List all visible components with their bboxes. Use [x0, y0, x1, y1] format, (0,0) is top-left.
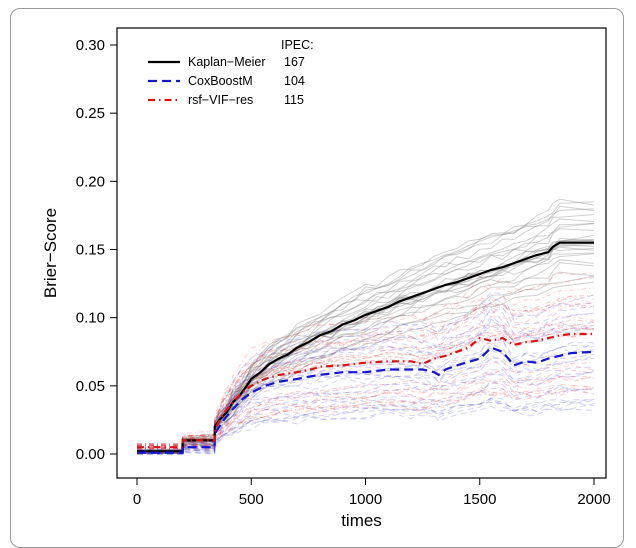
background-curve — [137, 271, 595, 454]
background-curve — [137, 325, 595, 453]
background-curve — [137, 297, 595, 446]
background-curve — [137, 305, 595, 445]
y-tick-label: 0.30 — [76, 37, 105, 54]
background-curve — [137, 376, 595, 451]
y-tick-label: 0.20 — [76, 173, 105, 190]
legend-ipec-value: 115 — [284, 93, 304, 107]
background-curve — [137, 397, 595, 455]
background-curve — [137, 355, 595, 453]
background-curve — [137, 259, 595, 452]
background-curve — [137, 291, 595, 451]
background-curve — [137, 308, 595, 453]
legend-label: Kaplan−Meier — [188, 55, 265, 69]
background-curve — [137, 281, 595, 454]
background-curve — [137, 357, 595, 451]
background-curve — [137, 223, 595, 452]
background-curve — [137, 399, 595, 452]
background-curve — [137, 287, 595, 447]
y-tick-label: 0.15 — [76, 242, 105, 259]
series-line-0 — [137, 241, 594, 453]
background-curve — [137, 253, 595, 454]
background-curve — [137, 201, 595, 451]
background-curve — [137, 277, 595, 446]
background-curve — [137, 387, 595, 453]
background-curve — [137, 295, 595, 446]
series-line-1 — [137, 346, 595, 454]
y-tick-label: 0.25 — [76, 105, 105, 122]
background-curve — [137, 364, 595, 449]
background-curve — [137, 321, 595, 448]
background-curve — [137, 208, 595, 453]
background-curve — [137, 242, 595, 454]
background-curve — [137, 333, 595, 448]
background-curve — [137, 347, 595, 452]
brier-score-chart: 0 500 1000 1500 2000 0.00 0.05 0.10 0.15 0.20 0.2… — [41, 27, 611, 529]
background-curve — [137, 327, 595, 445]
background-curve — [137, 380, 595, 455]
x-tick-label: 1000 — [349, 491, 382, 508]
background-curve — [137, 243, 595, 452]
background-curve — [137, 390, 595, 451]
background-curve — [137, 405, 595, 455]
background-curve — [137, 353, 595, 454]
background-curve — [137, 314, 595, 455]
series-lines — [137, 241, 595, 454]
background-curve — [137, 252, 595, 451]
background-curve — [137, 375, 595, 450]
background-curve — [137, 302, 595, 448]
background-curve — [137, 218, 595, 453]
background-curve — [137, 369, 595, 453]
background-curve — [137, 275, 595, 454]
x-tick-label: 0 — [133, 491, 141, 508]
legend-title: IPEC: — [281, 38, 314, 52]
legend-label: CoxBoostM — [188, 74, 253, 88]
x-axis-label: times — [341, 511, 382, 529]
background-curve — [137, 205, 595, 454]
x-tick-label: 1500 — [463, 491, 496, 508]
background-curve — [137, 327, 595, 446]
series-line-2 — [137, 332, 594, 449]
background-curve — [137, 272, 595, 445]
legend-label: rsf−VIF−res — [188, 93, 253, 107]
background-curve — [137, 318, 595, 453]
background-curve — [137, 214, 595, 451]
background-curve — [137, 343, 595, 451]
background-curve — [137, 304, 595, 445]
y-axis: 0.00 0.05 0.10 0.15 0.20 0.25 0.30 — [76, 37, 118, 463]
x-tick-label: 500 — [239, 491, 264, 508]
x-axis: 0 500 1000 1500 2000 — [133, 477, 611, 508]
background-curve — [137, 247, 595, 454]
background-curve — [137, 397, 595, 454]
background-curve — [137, 294, 595, 446]
background-curve — [137, 360, 595, 451]
background-curve — [137, 368, 595, 453]
background-curve — [137, 398, 595, 455]
background-curve — [137, 300, 595, 453]
background-curve — [137, 222, 595, 451]
y-tick-label: 0.00 — [76, 446, 105, 463]
background-curve — [137, 306, 595, 455]
legend-ipec-value: 104 — [284, 74, 305, 88]
y-tick-label: 0.05 — [76, 378, 105, 395]
background-curve — [137, 244, 595, 454]
background-curve — [137, 385, 595, 450]
background-curve — [137, 332, 595, 447]
background-curve — [137, 296, 595, 450]
x-tick-label: 2000 — [577, 491, 610, 508]
y-tick-label: 0.10 — [76, 310, 105, 327]
background-curve — [137, 369, 595, 449]
background-bootstrap-curves — [137, 198, 595, 455]
background-curve — [137, 371, 595, 451]
background-curve — [137, 320, 594, 454]
y-axis-label: Brier−Score — [41, 208, 60, 298]
background-curve — [137, 318, 595, 449]
background-curve — [137, 382, 595, 455]
background-curve — [137, 262, 595, 454]
legend: IPEC: Kaplan−Meier 167 CoxBoostM 104 rsf−VIF… — [148, 38, 314, 107]
legend-ipec-value: 167 — [284, 55, 305, 69]
background-curve — [137, 198, 595, 452]
